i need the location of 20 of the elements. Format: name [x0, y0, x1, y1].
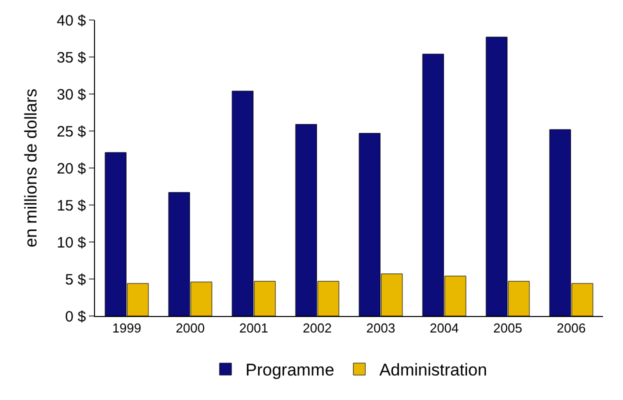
y-tick-label: 5 $ — [65, 271, 87, 288]
y-tick-label: 20 $ — [56, 160, 87, 178]
y-axis-title: en millions de dollars — [21, 88, 40, 248]
x-tick-label: 2004 — [430, 320, 459, 336]
x-tick-label: 2000 — [176, 320, 205, 336]
x-tick-label: 2006 — [556, 320, 586, 336]
x-tick-label: 2005 — [493, 320, 522, 336]
y-tick-label: 30 $ — [56, 86, 87, 104]
x-tick-label: 2002 — [302, 320, 332, 336]
legend-label: Administration — [379, 360, 488, 380]
x-tick-label: 2003 — [366, 320, 396, 336]
y-tick-label: 40 $ — [56, 12, 87, 30]
y-tick-label: 10 $ — [56, 234, 87, 252]
x-tick-label: 2001 — [239, 320, 268, 336]
y-tick-label: 0 $ — [65, 308, 87, 326]
legend-label: Programme — [246, 360, 334, 380]
y-tick-label: 35 $ — [56, 49, 87, 66]
y-tick-label: 15 $ — [56, 197, 87, 214]
y-tick-label: 25 $ — [56, 123, 87, 140]
x-tick-label: 1999 — [112, 320, 142, 336]
